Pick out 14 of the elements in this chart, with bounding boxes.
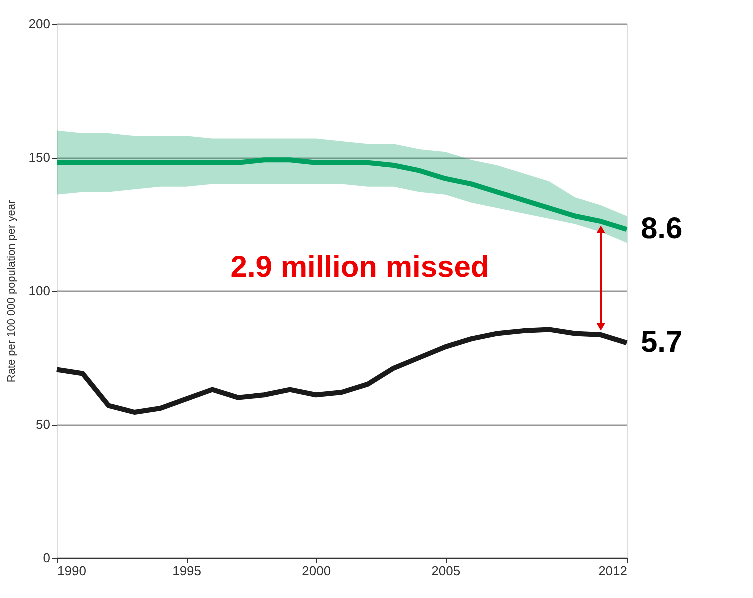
- y-tick-label: 100: [28, 284, 50, 298]
- x-tick-label: 2012: [598, 564, 628, 578]
- y-tick-label: 200: [28, 16, 50, 32]
- x-tick-label: 2000: [302, 564, 332, 578]
- x-tick-label: 1995: [172, 564, 202, 578]
- annotation: 8.6: [641, 212, 683, 246]
- x-tick-label: 2005: [432, 564, 461, 578]
- annotation: 5.7: [641, 326, 683, 360]
- annotation: 2.9 million missed: [230, 251, 490, 284]
- y-tick-label: 0: [43, 550, 50, 566]
- x-tick-label: 1990: [58, 564, 86, 578]
- y-tick-label: 50: [36, 417, 50, 432]
- y-axis-title: Rate per 100 000 population per year: [6, 200, 18, 383]
- y-tick-label: 150: [28, 150, 50, 165]
